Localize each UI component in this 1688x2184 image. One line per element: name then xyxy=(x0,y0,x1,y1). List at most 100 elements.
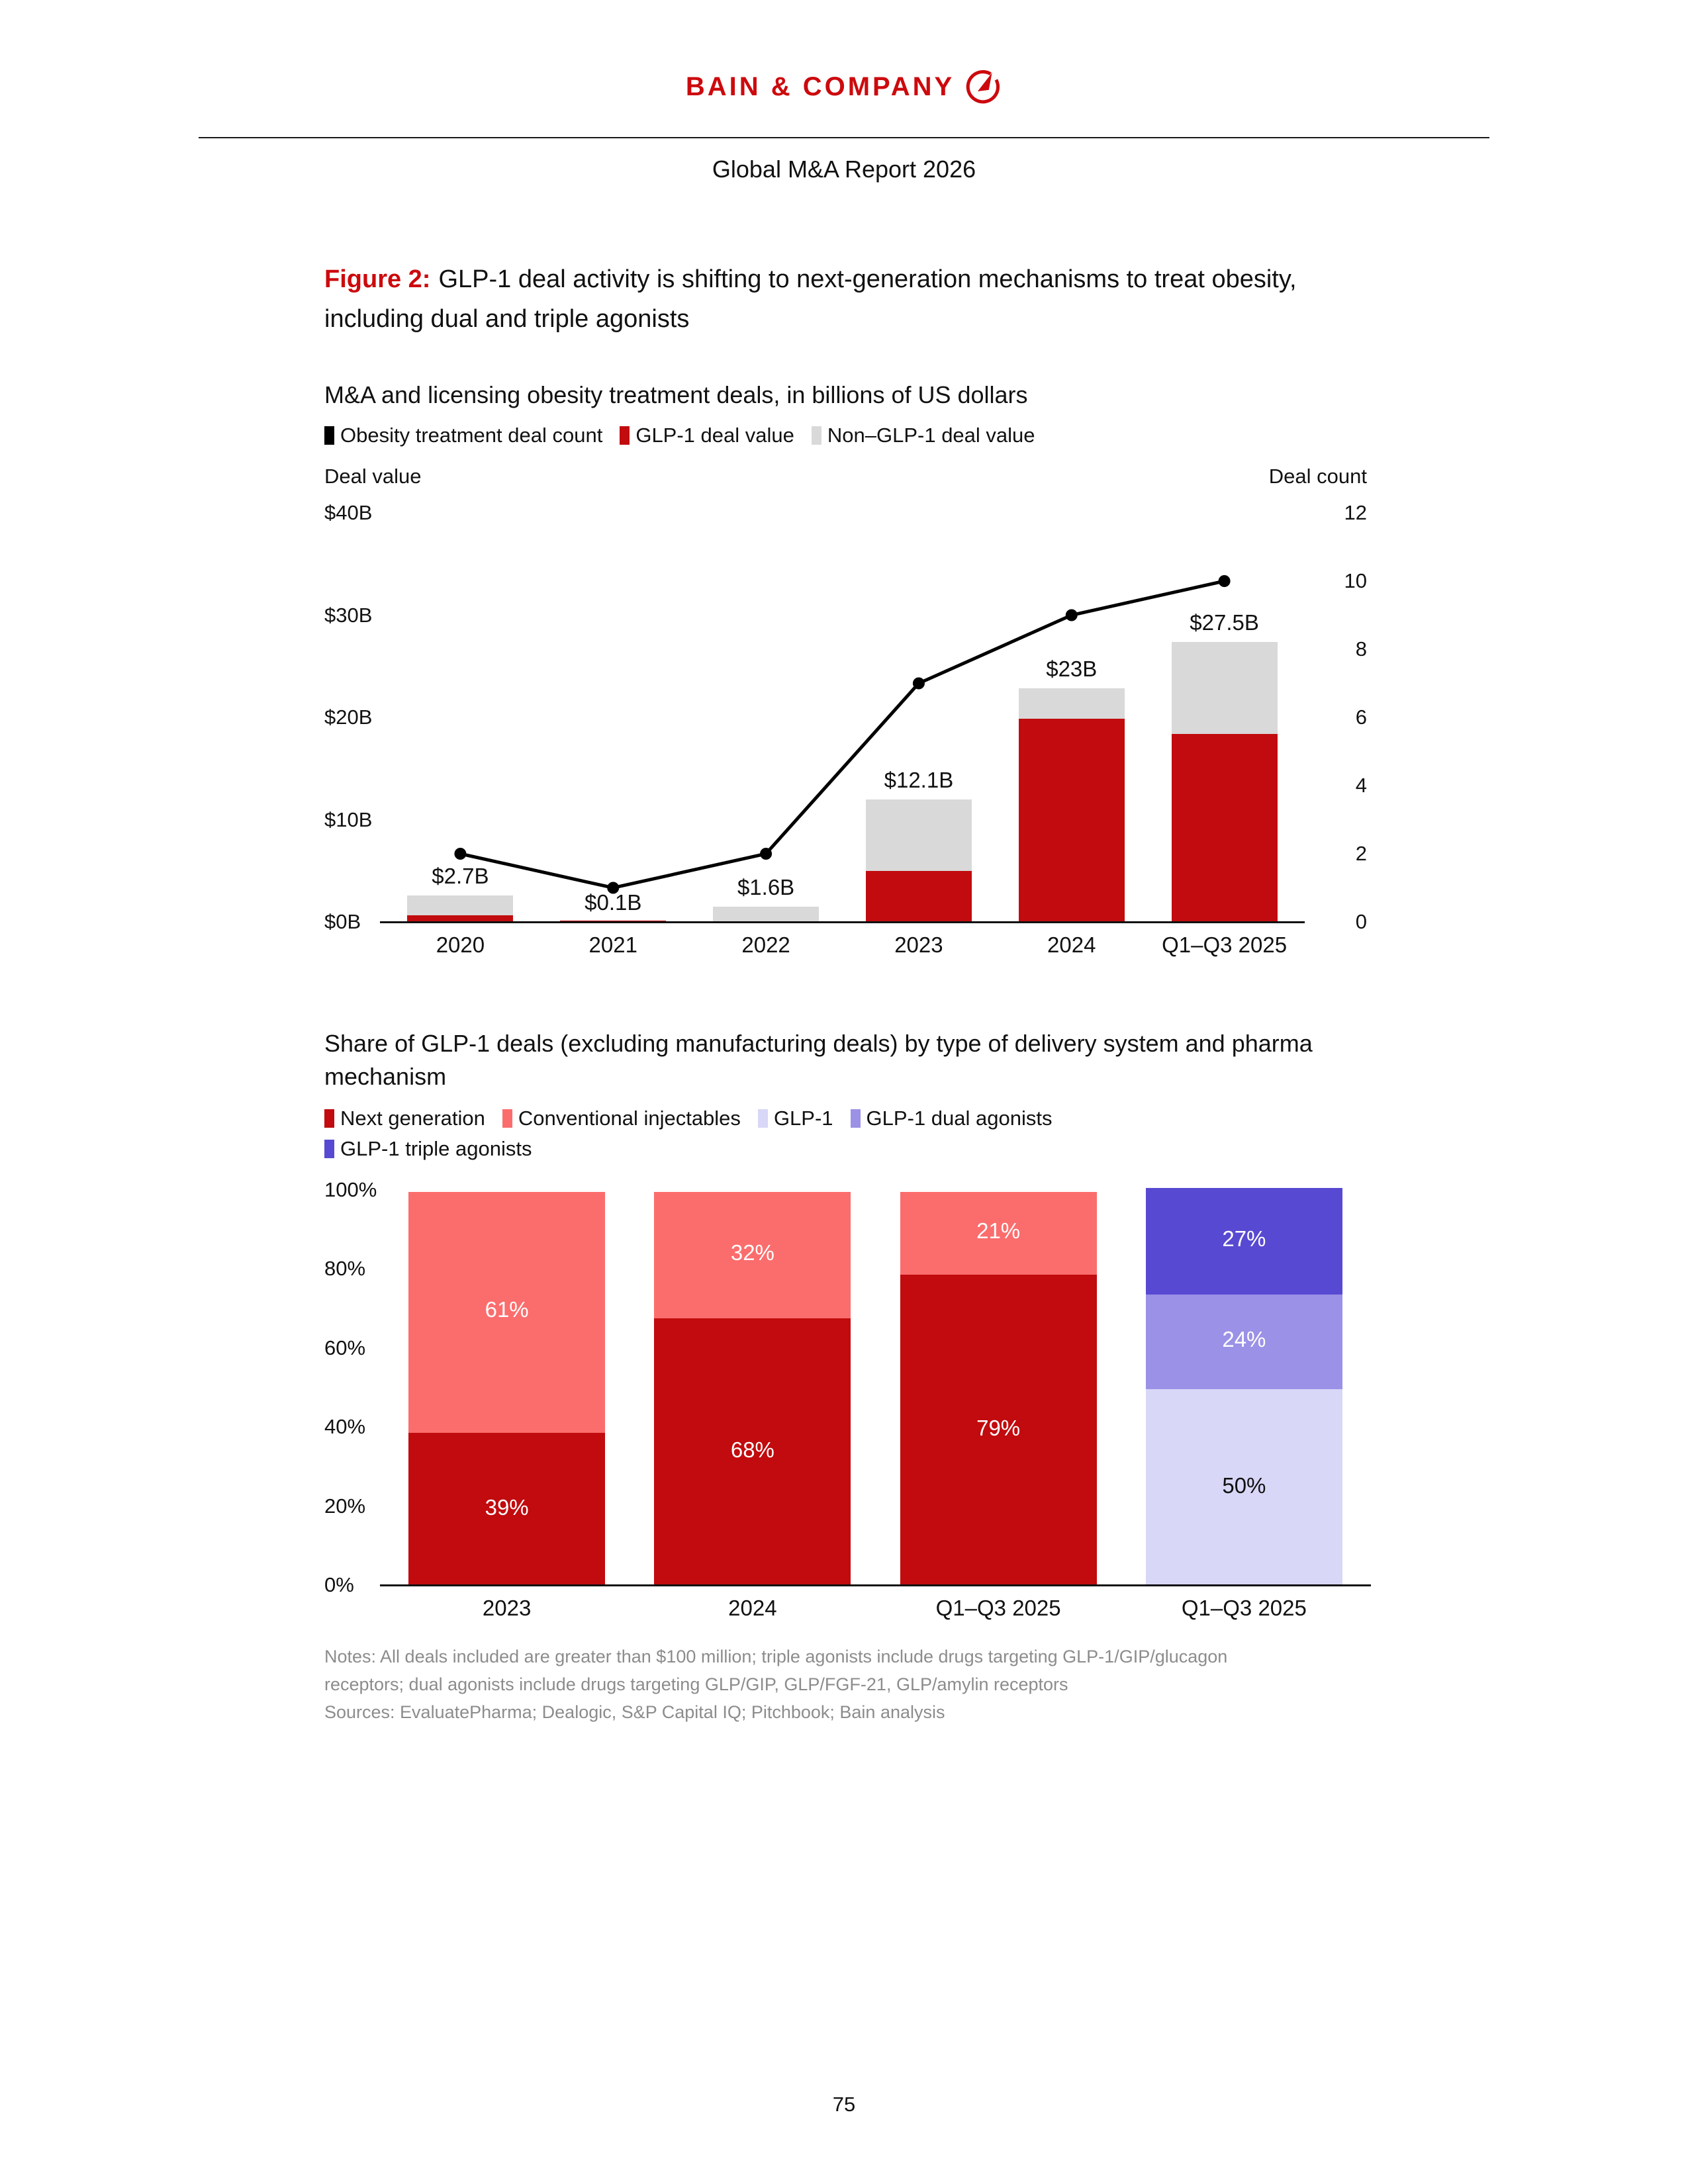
legend-swatch-icon xyxy=(620,426,630,445)
figure-label: Figure 2: xyxy=(324,265,431,293)
bar-segment xyxy=(865,870,972,922)
y-axis-tick-label: 0% xyxy=(324,1573,354,1596)
legend-swatch-icon xyxy=(324,1140,334,1158)
y2-axis-tick-label: 6 xyxy=(1355,705,1367,729)
y2-axis-tick-label: 8 xyxy=(1355,637,1367,660)
legend-label: GLP-1 dual agonists xyxy=(866,1107,1053,1130)
bar-total-label: $0.1B xyxy=(585,890,642,915)
y-axis-tick-label: 60% xyxy=(324,1336,366,1359)
x-axis-category-label: Q1–Q3 2025 xyxy=(1181,1596,1307,1620)
bar-segment xyxy=(1145,1387,1342,1585)
legend-swatch-icon xyxy=(502,1109,512,1128)
chart1-title: M&A and licensing obesity treatment deal… xyxy=(324,381,1028,408)
bar-segment xyxy=(1171,641,1278,735)
brand-logo: BAIN & COMPANY xyxy=(0,68,1688,105)
y-axis-tick-label: 40% xyxy=(324,1415,366,1439)
x-axis-category-label: 2022 xyxy=(741,933,790,957)
legend-label: GLP-1 xyxy=(773,1107,833,1130)
chart1-legend: Obesity treatment deal count GLP-1 deal v… xyxy=(324,424,1357,447)
bar-total-label: $27.5B xyxy=(1190,610,1259,635)
bar-segment xyxy=(1018,717,1125,922)
x-axis-category-label: 2024 xyxy=(1047,933,1096,957)
segment-percent-label: 61% xyxy=(485,1297,529,1322)
bar-total-label: $12.1B xyxy=(884,768,954,793)
y-axis-tick-label: $0B xyxy=(324,910,361,933)
y2-axis-tick-label: 2 xyxy=(1355,842,1367,865)
segment-percent-label: 79% xyxy=(976,1416,1021,1441)
y-axis-tick-label: $10B xyxy=(324,807,373,831)
y2-axis-tick-label: 12 xyxy=(1344,501,1367,524)
bar-segment xyxy=(408,1431,606,1585)
legend-swatch-icon xyxy=(324,1109,334,1128)
bar-total-label: $23B xyxy=(1046,656,1098,681)
legend-item: Conventional injectables xyxy=(502,1107,741,1130)
report-title: Global M&A Report 2026 xyxy=(712,156,976,183)
legend-item: Obesity treatment deal count xyxy=(324,424,602,447)
y2-axis-tick-label: 0 xyxy=(1355,910,1367,933)
bar-segment xyxy=(1018,686,1125,719)
legend-label: Non–GLP-1 deal value xyxy=(827,424,1035,447)
bar-segment xyxy=(408,1190,606,1433)
figure-title: Figure 2: GLP-1 deal activity is shifting… xyxy=(324,259,1347,339)
deal-count-line xyxy=(454,575,1231,894)
legend-swatch-icon xyxy=(811,426,821,445)
legend-item: Next generation xyxy=(324,1107,485,1130)
deal-count-point xyxy=(607,882,620,894)
footnote-line: Sources: EvaluatePharma; Dealogic, S&P C… xyxy=(324,1702,945,1722)
deal-count-point xyxy=(1065,609,1078,621)
brand-logo-text: BAIN & COMPANY xyxy=(685,71,955,101)
x-axis-category-label: 2023 xyxy=(482,1596,532,1620)
legend-label: Conventional injectables xyxy=(518,1107,741,1130)
segment-percent-label: 24% xyxy=(1222,1326,1266,1351)
y2-axis-tick-label: 10 xyxy=(1344,569,1367,592)
legend-item: GLP-1 deal value xyxy=(620,424,794,447)
bar-segment xyxy=(900,1190,1097,1275)
bar-segment xyxy=(407,894,514,915)
segment-percent-label: 50% xyxy=(1222,1473,1266,1498)
x-axis-category-label: Q1–Q3 2025 xyxy=(1162,933,1288,957)
bar-segment xyxy=(900,1273,1097,1585)
legend-label: Obesity treatment deal count xyxy=(340,424,603,447)
figure-title-text: GLP-1 deal activity is shifting to next-… xyxy=(324,265,1297,333)
bar-segment xyxy=(654,1190,851,1319)
deal-count-point xyxy=(912,677,925,690)
x-axis-category-label: Q1–Q3 2025 xyxy=(935,1596,1061,1620)
bar-segment xyxy=(1171,733,1278,922)
deal-count-point xyxy=(454,848,467,860)
y2-axis-tick-label: 4 xyxy=(1355,774,1367,797)
chart2-plot: 100% 80% 60% 40% 20% 0% 39% 61% 2023 68% 32% 2024 79… xyxy=(324,1178,1371,1620)
x-axis-line xyxy=(380,1584,1371,1586)
bain-compass-icon xyxy=(966,69,1000,104)
legend-swatch-icon xyxy=(850,1109,861,1128)
footnote-line: receptors; dual agonists include drugs t… xyxy=(324,1674,1068,1694)
x-axis-category-label: 2024 xyxy=(728,1596,777,1620)
legend-item: GLP-1 triple agonists xyxy=(324,1137,532,1161)
legend-item: Non–GLP-1 deal value xyxy=(811,424,1035,447)
header-divider xyxy=(199,137,1489,138)
segment-percent-label: 21% xyxy=(976,1218,1021,1243)
legend-label: Next generation xyxy=(340,1107,485,1130)
legend-swatch-icon xyxy=(324,426,334,445)
legend-label: GLP-1 deal value xyxy=(635,424,794,447)
chart1-plot: $40B $30B $20B $10B $0B 12 10 8 6 4 2 0 $2.7B 2020 $0.… xyxy=(0,0,1688,1006)
bar-segment xyxy=(713,905,820,923)
footnotes: Notes: All deals included are greater th… xyxy=(324,1643,1227,1726)
x-axis-category-label: 2021 xyxy=(588,933,637,957)
x-axis-line xyxy=(380,921,1305,923)
deal-count-point xyxy=(1218,575,1231,587)
left-axis-title: Deal value xyxy=(324,465,422,488)
chart2-title: Share of GLP-1 deals (excluding manufact… xyxy=(324,1030,1313,1090)
segment-percent-label: 32% xyxy=(730,1240,774,1265)
bar-segment xyxy=(407,913,514,922)
segment-percent-label: 68% xyxy=(730,1437,774,1463)
legend-label: GLP-1 triple agonists xyxy=(340,1137,532,1160)
right-axis-title: Deal count xyxy=(1268,465,1367,488)
segment-percent-label: 27% xyxy=(1222,1226,1266,1251)
y-axis-tick-label: $20B xyxy=(324,705,373,729)
bar-total-label: $1.6B xyxy=(737,875,795,900)
x-axis-category-label: 2020 xyxy=(436,933,485,957)
y-axis-tick-label: 100% xyxy=(324,1178,377,1201)
bar-total-label: $2.7B xyxy=(432,864,489,889)
y-axis-tick-label: $30B xyxy=(324,603,373,627)
